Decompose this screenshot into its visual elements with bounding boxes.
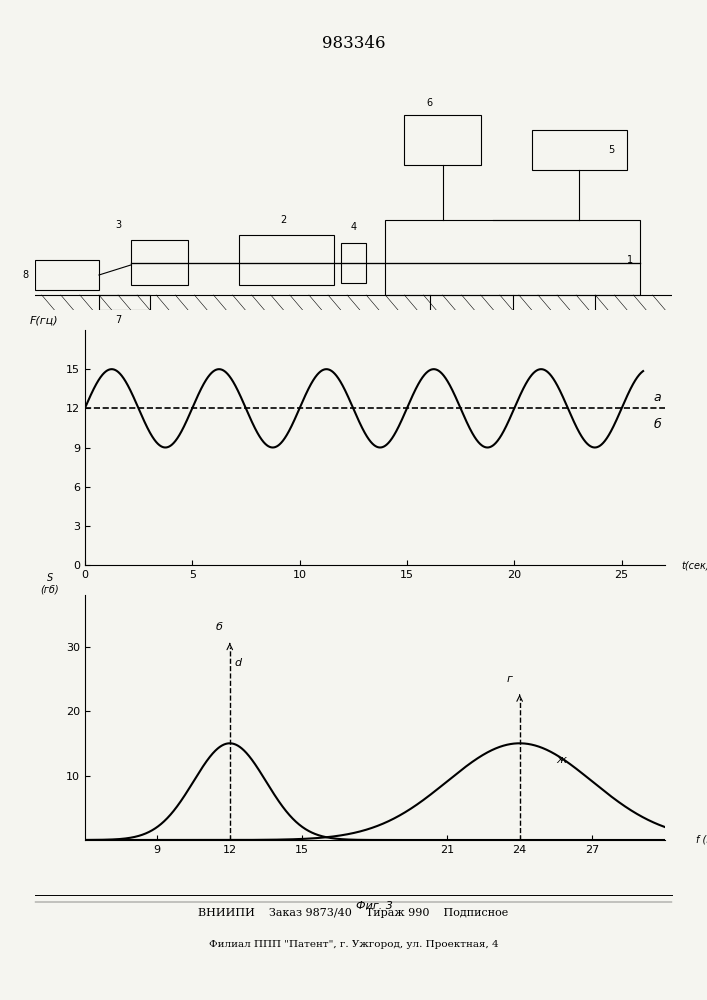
Bar	[404, 115, 481, 165]
Bar	[131, 240, 188, 285]
Text: 983346: 983346	[322, 35, 385, 52]
Y-axis label: S
(гб): S (гб)	[41, 573, 59, 595]
Text: Фиг. 1: Фиг. 1	[335, 335, 372, 345]
Bar	[239, 235, 334, 285]
Text: 7: 7	[115, 315, 121, 325]
Text: ж: ж	[556, 755, 566, 765]
Text: Фиг. 2: Фиг. 2	[356, 623, 393, 633]
Y-axis label: F(гц): F(гц)	[30, 315, 59, 325]
Text: d: d	[235, 658, 242, 668]
Text: 2: 2	[281, 215, 286, 225]
Text: 8: 8	[23, 270, 29, 280]
Text: б: б	[216, 622, 223, 632]
Text: ВНИИПИ    Заказ 9873/40    Тираж 990    Подписное: ВНИИПИ Заказ 9873/40 Тираж 990 Подписное	[199, 908, 508, 918]
Bar	[532, 130, 627, 170]
Bar	[385, 220, 640, 295]
Text: f (гц): f (гц)	[696, 835, 707, 845]
Text: Филиал ППП "Патент", г. Ужгород, ул. Проектная, 4: Филиал ППП "Патент", г. Ужгород, ул. Про…	[209, 940, 498, 949]
Text: 1: 1	[627, 255, 633, 265]
Text: Фиг. 3: Фиг. 3	[356, 901, 393, 911]
Text: 6: 6	[427, 98, 433, 107]
Text: г: г	[506, 674, 513, 684]
Bar	[99, 295, 150, 310]
Bar	[341, 242, 366, 282]
Text: 4: 4	[351, 223, 356, 232]
Text: 5: 5	[608, 145, 614, 155]
Text: б: б	[654, 418, 662, 430]
Text: t(сек): t(сек)	[682, 560, 707, 570]
Bar	[35, 260, 99, 290]
Text: 3: 3	[115, 220, 121, 230]
Text: а: а	[654, 391, 662, 404]
